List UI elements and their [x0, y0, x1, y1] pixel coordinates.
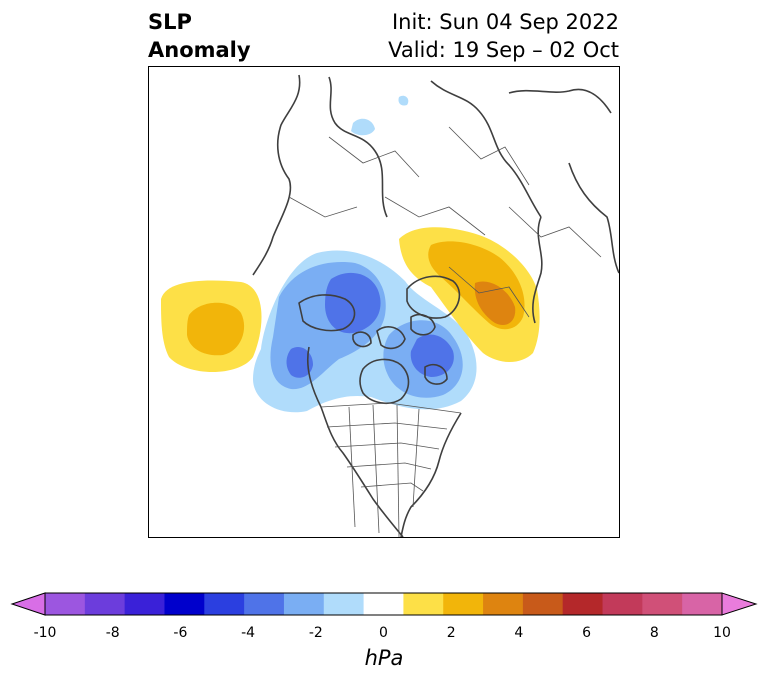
colorbar-segment	[124, 593, 165, 615]
low-core-canada	[410, 334, 454, 377]
colorbar-segment	[642, 593, 683, 615]
valid-range: Valid: 19 Sep – 02 Oct	[388, 38, 619, 62]
colorbar-tick-label: 2	[446, 625, 456, 641]
pacific-high-inner	[187, 302, 245, 356]
colorbar-segment	[403, 593, 444, 615]
colorbar-segment	[244, 593, 285, 615]
coastlines	[252, 74, 619, 537]
colorbar-segment	[602, 593, 643, 615]
colorbar-tick-label: -4	[241, 625, 256, 641]
colorbar-tick-label: -6	[173, 625, 188, 641]
title-line-2: Anomaly	[148, 38, 251, 62]
date-info: Init: Sun 04 Sep 2022 Valid: 19 Sep – 02…	[388, 8, 619, 64]
colorbar-tick-label: -8	[105, 625, 120, 641]
colorbar-tick-label: 0	[379, 625, 388, 641]
colorbar-segment	[363, 593, 404, 615]
colorbar-extend-low	[10, 592, 46, 616]
colorbar-segment	[283, 593, 325, 615]
anomaly-shading	[161, 95, 540, 413]
siberia-high-core	[474, 281, 516, 326]
low-small-north	[351, 118, 375, 136]
map-canvas	[161, 74, 619, 537]
colorbar-tick-label: -10	[33, 625, 57, 641]
low-core-alaska	[325, 272, 381, 334]
colorbar-segment	[84, 593, 126, 615]
colorbar-tick-label: 4	[514, 625, 524, 641]
colorbar-tick-label: 8	[649, 625, 659, 641]
colorbar	[10, 592, 758, 616]
colorbar-segment	[483, 593, 524, 615]
colorbar-segment	[562, 593, 604, 615]
colorbar-segment	[323, 593, 365, 615]
colorbar-segment	[204, 593, 245, 615]
colorbar-segment	[164, 593, 205, 615]
title-line-1: SLP	[148, 10, 192, 34]
init-date: Init: Sun 04 Sep 2022	[391, 10, 619, 34]
low-core-pnw	[286, 346, 313, 378]
colorbar-segment	[522, 593, 564, 615]
colorbar-segment	[682, 593, 723, 615]
map-title: SLP Anomaly	[148, 8, 251, 64]
colorbar-segment	[45, 593, 86, 615]
colorbar-tick-label: 6	[582, 625, 592, 641]
anomaly-map	[148, 66, 620, 538]
borders	[288, 126, 602, 537]
colorbar-tick-label: -2	[308, 625, 323, 641]
colorbar-segments	[10, 592, 758, 616]
unit-label: hPa	[364, 646, 404, 670]
colorbar-extend-high	[721, 592, 758, 616]
colorbar-tick-label: 10	[713, 625, 731, 641]
low-small-north-2	[398, 95, 409, 106]
colorbar-segment	[443, 593, 484, 615]
